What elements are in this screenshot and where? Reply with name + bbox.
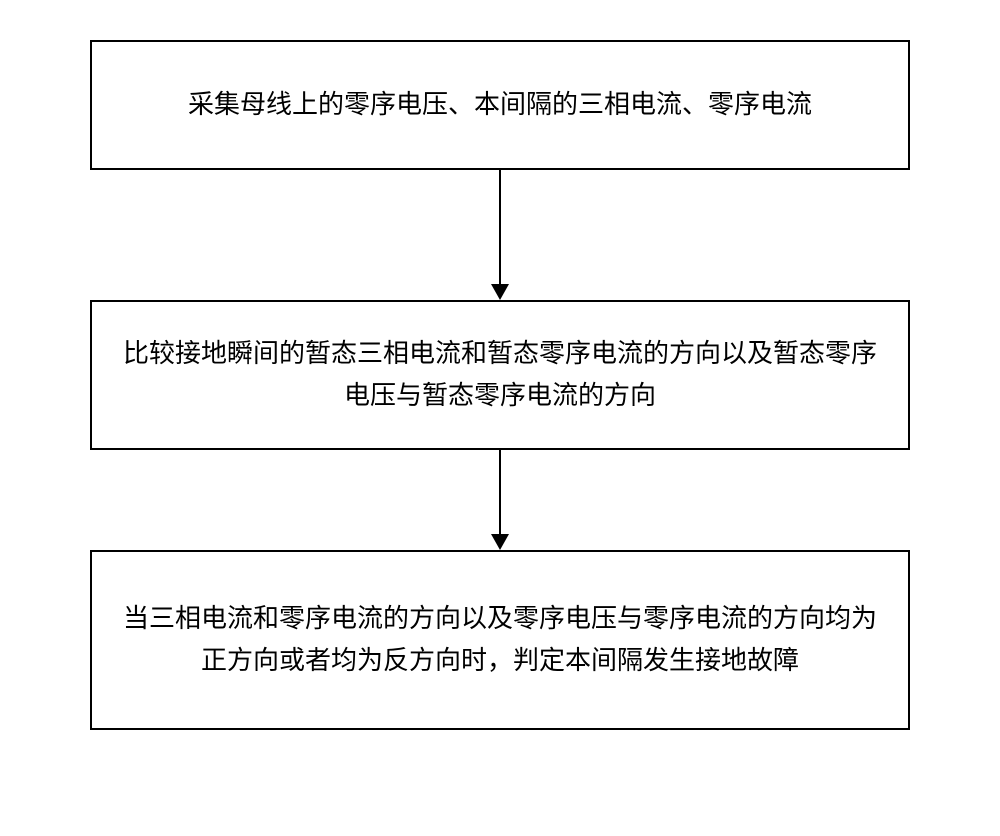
- flowchart-box-3-text: 当三相电流和零序电流的方向以及零序电压与零序电流的方向均为正方向或者均为反方向时…: [122, 598, 878, 681]
- arrow-down-icon: [491, 534, 509, 550]
- flowchart-arrow-1: [491, 170, 509, 300]
- flowchart-box-2-text: 比较接地瞬间的暂态三相电流和暂态零序电流的方向以及暂态零序电压与暂态零序电流的方…: [122, 333, 878, 416]
- arrow-down-icon: [491, 284, 509, 300]
- flowchart-arrow-2: [491, 450, 509, 550]
- arrow-line-icon: [499, 170, 501, 284]
- flowchart-container: 采集母线上的零序电压、本间隔的三相电流、零序电流 比较接地瞬间的暂态三相电流和暂…: [90, 40, 910, 730]
- flowchart-box-3: 当三相电流和零序电流的方向以及零序电压与零序电流的方向均为正方向或者均为反方向时…: [90, 550, 910, 730]
- flowchart-box-1-text: 采集母线上的零序电压、本间隔的三相电流、零序电流: [188, 84, 812, 126]
- arrow-line-icon: [499, 450, 501, 534]
- flowchart-box-2: 比较接地瞬间的暂态三相电流和暂态零序电流的方向以及暂态零序电压与暂态零序电流的方…: [90, 300, 910, 450]
- flowchart-box-1: 采集母线上的零序电压、本间隔的三相电流、零序电流: [90, 40, 910, 170]
